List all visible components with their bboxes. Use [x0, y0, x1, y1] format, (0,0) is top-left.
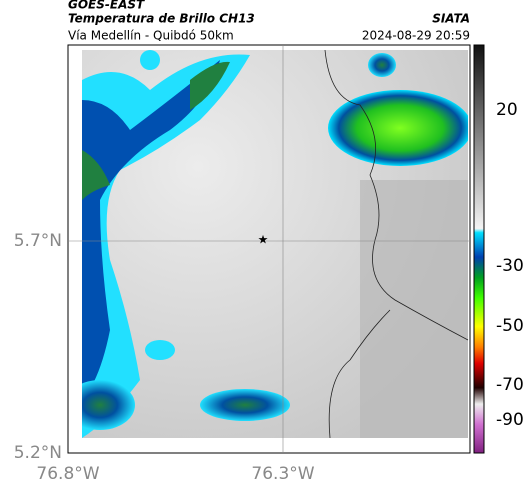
lon-label: 76.3°W: [251, 464, 314, 484]
satellite-image: [82, 50, 468, 438]
timestamp: 2024-08-29 20:59: [362, 29, 470, 43]
satellite: GOES-EAST: [68, 0, 145, 12]
lat-label: 5.7°N: [14, 231, 62, 251]
borders: [324, 49, 469, 439]
colorbar-tick: -30: [496, 256, 524, 276]
colorbar-tick: 20: [496, 100, 518, 120]
source: SIATA: [432, 12, 470, 26]
colorbar-tick: -90: [496, 410, 524, 430]
colorbar: [473, 44, 485, 454]
colorbar-tick: -50: [496, 316, 524, 336]
lon-label: 76.8°W: [36, 464, 99, 484]
location-marker: ★: [258, 233, 269, 247]
subtitle: Vía Medellín - Quibdó 50km: [68, 29, 234, 43]
colorbar-tick: -70: [496, 375, 524, 395]
lat-label: 5.2°N: [14, 443, 62, 463]
title: Temperatura de Brillo CH13: [68, 12, 255, 26]
